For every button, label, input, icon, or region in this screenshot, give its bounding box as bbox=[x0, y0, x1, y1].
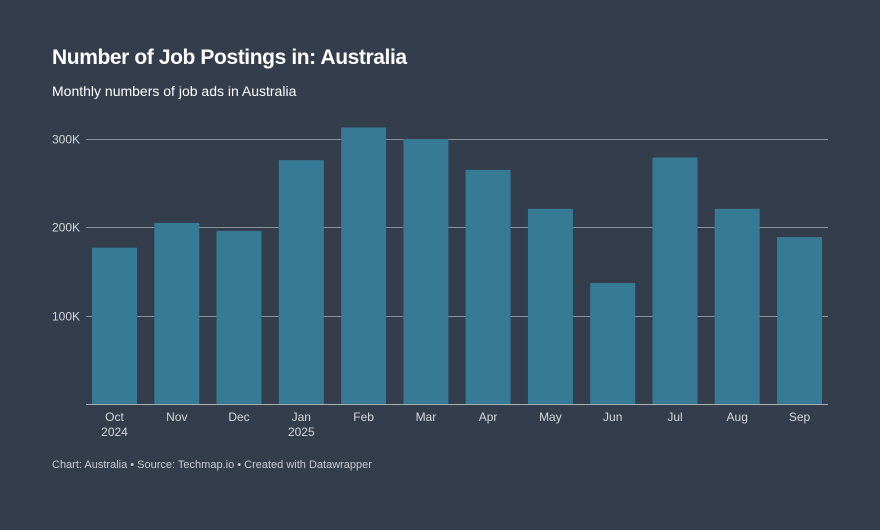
bar-apr bbox=[465, 169, 511, 404]
x-tick-label-jan: Jan bbox=[292, 410, 311, 424]
bar-sep bbox=[777, 237, 822, 404]
x-tick-label-aug: Aug bbox=[727, 410, 748, 424]
x-tick-label-mar: Mar bbox=[416, 410, 437, 424]
bar-nov bbox=[154, 222, 200, 404]
bar-aug bbox=[714, 208, 760, 404]
y-tick-label: 100K bbox=[52, 310, 80, 324]
x-tick-year-label: 2024 bbox=[101, 425, 128, 439]
bar-jul bbox=[652, 157, 698, 404]
bar-oct bbox=[92, 247, 137, 404]
bar-dec bbox=[216, 230, 262, 404]
x-tick-label-apr: Apr bbox=[479, 410, 498, 424]
x-tick-label-jul: Jul bbox=[667, 410, 682, 424]
y-tick-label: 300K bbox=[52, 133, 80, 147]
chart-subtitle: Monthly numbers of job ads in Australia bbox=[52, 83, 297, 99]
x-tick-label-nov: Nov bbox=[166, 410, 187, 424]
x-tick-label-oct: Oct bbox=[105, 410, 124, 424]
bar-may bbox=[527, 208, 573, 404]
bar-jun bbox=[590, 283, 636, 404]
chart-title: Number of Job Postings in: Australia bbox=[52, 46, 407, 69]
x-tick-year-label: 2025 bbox=[288, 425, 315, 439]
bars bbox=[92, 127, 822, 404]
bar-jan bbox=[278, 160, 324, 404]
x-tick-label-may: May bbox=[539, 410, 562, 424]
chart-footer: Chart: Australia • Source: Techmap.io • … bbox=[52, 459, 372, 471]
y-tick-label: 200K bbox=[52, 221, 80, 235]
x-tick-label-feb: Feb bbox=[353, 410, 374, 424]
bar-feb bbox=[341, 127, 387, 404]
x-tick-label-sep: Sep bbox=[789, 410, 811, 424]
bar-mar bbox=[403, 139, 449, 404]
x-tick-label-jun: Jun bbox=[603, 410, 622, 424]
gridlines: 100K 200K 300K bbox=[52, 133, 828, 324]
x-tick-label-dec: Dec bbox=[228, 410, 249, 424]
